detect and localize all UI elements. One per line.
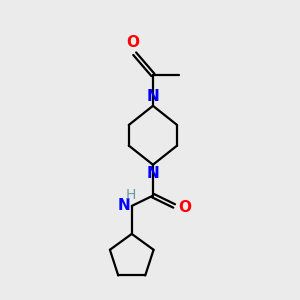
Text: N: N: [147, 89, 159, 104]
Text: N: N: [118, 198, 131, 213]
Text: O: O: [178, 200, 191, 215]
Text: H: H: [126, 188, 136, 203]
Text: N: N: [147, 167, 159, 182]
Text: O: O: [127, 35, 140, 50]
